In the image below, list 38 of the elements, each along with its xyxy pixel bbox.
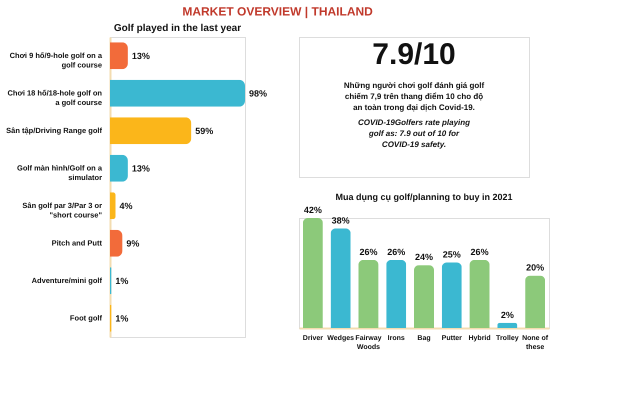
data-label: 38%	[332, 215, 350, 226]
bar	[110, 117, 192, 144]
bar	[497, 322, 518, 328]
bar	[110, 80, 245, 107]
data-label: 26%	[470, 246, 489, 257]
data-label: 1%	[115, 276, 128, 286]
data-label: 2%	[500, 310, 514, 320]
data-label: 4%	[120, 200, 133, 211]
data-label: 20%	[526, 262, 544, 273]
bar	[414, 265, 434, 328]
text: Những người chơi golf đánh giá golf chiếm 7,9 trên thang điểm 10 cho độ an toàn trong đại dịch Covid-19.	[344, 81, 484, 112]
data-label: 26%	[359, 246, 378, 257]
bar	[330, 228, 351, 328]
text: MARKET OVERVIEW | THAILAND	[182, 4, 374, 18]
text: 7.9/10	[372, 38, 456, 71]
data-label: 13%	[132, 50, 150, 61]
data-label: 25%	[442, 250, 461, 260]
data-label: 9%	[126, 238, 140, 248]
bar	[442, 262, 462, 328]
data-label: 24%	[414, 252, 434, 262]
bar	[110, 230, 122, 257]
bar	[110, 192, 116, 220]
text: COVID-19Golfers rate playing golf as: 7.9 out of 10 for COVID-19 safety.	[358, 118, 470, 149]
data-label: 13%	[132, 163, 150, 174]
data-label: 42%	[304, 205, 322, 215]
chart-title: Mua dụng cụ golf/planning to buy in 2021	[336, 192, 512, 202]
data-label: 1%	[115, 313, 128, 324]
bar	[110, 154, 128, 182]
bar	[525, 276, 546, 328]
chart-title: Golf played in the last year	[114, 23, 242, 34]
data-label: 98%	[249, 88, 268, 98]
bar	[470, 260, 490, 328]
data-label: 26%	[387, 246, 406, 257]
bar	[386, 260, 406, 328]
data-label: 59%	[195, 126, 214, 136]
bar	[110, 42, 128, 70]
bar	[302, 218, 323, 328]
bar	[358, 260, 378, 328]
